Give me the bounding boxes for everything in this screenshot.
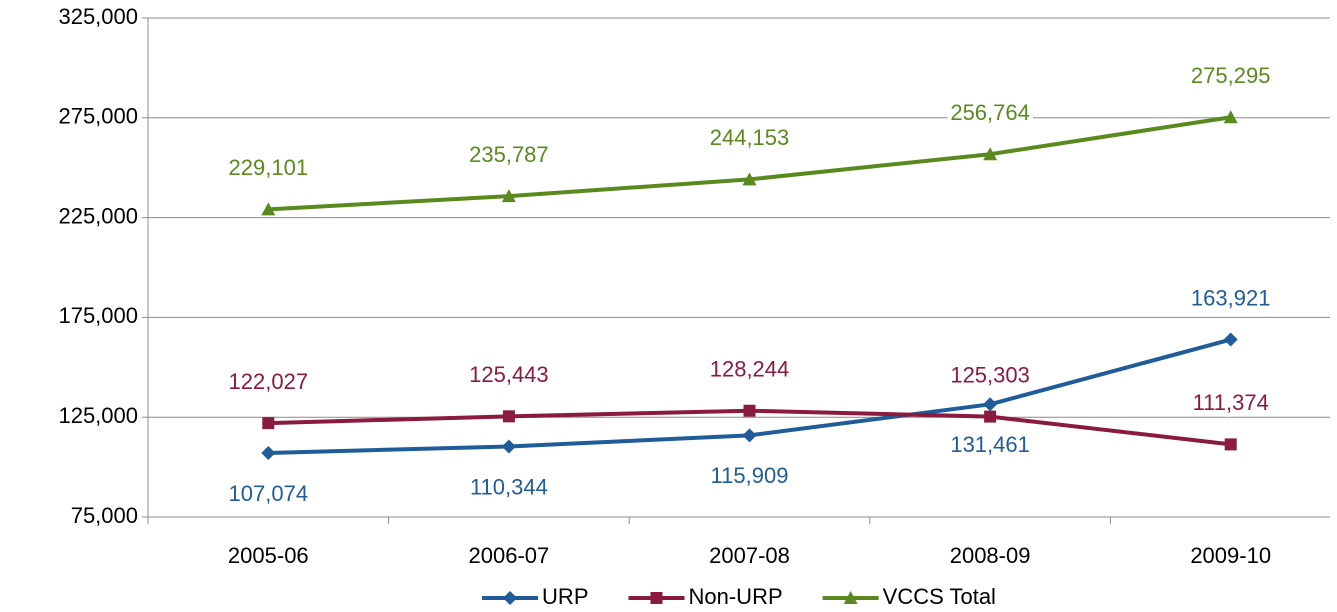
legend-marker [503, 591, 518, 605]
y-tick-label: 175,000 [58, 303, 138, 328]
point-marker [984, 410, 997, 423]
x-tick-label: 2008-09 [950, 543, 1031, 568]
data-label: 229,101 [229, 155, 309, 180]
data-label: 125,443 [469, 362, 549, 387]
point-marker [262, 417, 275, 430]
point-marker [261, 202, 276, 216]
data-label: 111,374 [1193, 390, 1269, 415]
data-label: 122,027 [229, 369, 309, 394]
y-tick-label: 75,000 [71, 503, 138, 528]
point-marker [742, 428, 757, 443]
point-marker [983, 397, 998, 412]
data-label: 244,153 [710, 125, 790, 150]
data-label: 125,303 [950, 362, 1030, 387]
data-label: 235,787 [469, 142, 549, 167]
x-tick-label: 2006-07 [469, 543, 550, 568]
point-marker [983, 147, 998, 161]
point-marker [1223, 332, 1238, 347]
y-tick-label: 275,000 [58, 104, 138, 129]
y-tick-label: 225,000 [58, 203, 138, 228]
legend-marker [650, 592, 663, 604]
data-label: 107,074 [229, 481, 309, 506]
data-label: 256,764 [950, 100, 1030, 125]
legend-label: URP [542, 584, 588, 609]
data-label: 163,921 [1191, 285, 1271, 310]
legend-marker [843, 591, 858, 604]
point-marker [261, 445, 276, 460]
point-marker [501, 439, 516, 454]
x-tick-label: 2009-10 [1190, 543, 1271, 568]
data-label: 110,344 [470, 474, 548, 499]
point-marker [501, 189, 516, 203]
legend-label: VCCS Total [883, 584, 996, 609]
y-tick-label: 125,000 [58, 403, 138, 428]
point-marker [743, 404, 756, 417]
data-label: 128,244 [710, 357, 790, 382]
y-tick-label: 325,000 [58, 4, 138, 29]
data-label: 115,909 [711, 463, 789, 488]
x-tick-label: 2005-06 [228, 543, 309, 568]
x-tick-label: 2007-08 [709, 543, 790, 568]
point-marker [502, 410, 515, 423]
point-marker [742, 172, 757, 186]
data-label: 275,295 [1191, 63, 1271, 88]
legend-label: Non-URP [689, 584, 783, 609]
point-marker [1224, 438, 1237, 451]
point-marker [1223, 110, 1238, 124]
data-label: 131,461 [950, 432, 1030, 457]
